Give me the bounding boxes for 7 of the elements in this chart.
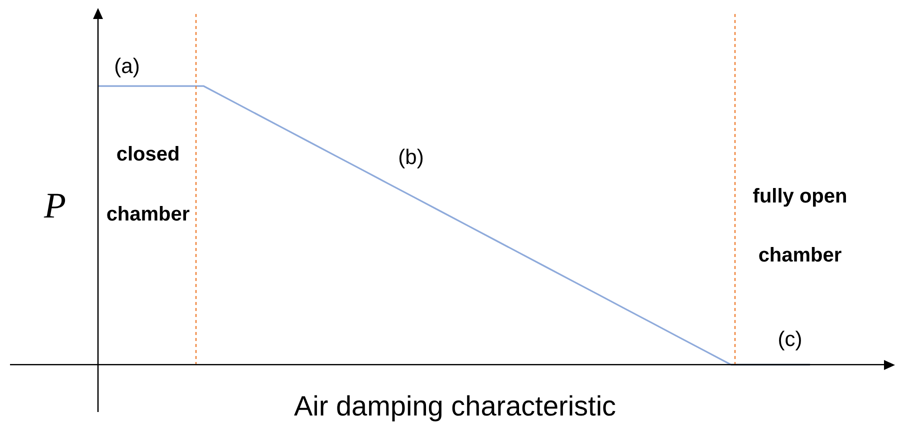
text: (a) (114, 54, 140, 78)
text: closed chamber (106, 144, 190, 226)
y-axis-title: P (43, 185, 66, 226)
annotation: (b) (398, 146, 424, 169)
x-axis-title: Air damping characteristic (294, 390, 616, 422)
annotation: (c) (778, 328, 802, 351)
text: fully open chamber (752, 186, 848, 267)
